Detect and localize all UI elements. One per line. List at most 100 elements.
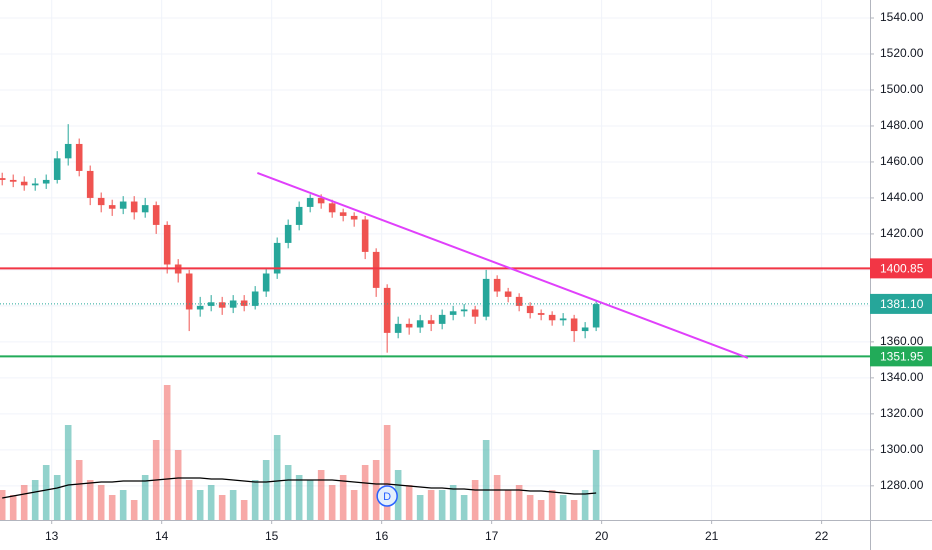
candle-body [53, 158, 61, 180]
candle-body [471, 309, 479, 317]
x-tick-label: 16 [375, 529, 389, 543]
price-badge-label: 1351.95 [880, 350, 924, 364]
volume-bar [207, 485, 215, 520]
y-tick-label: 1300.00 [880, 442, 924, 456]
y-tick-label: 1340.00 [880, 370, 924, 384]
candle-body [229, 300, 237, 308]
volume-bar [141, 475, 149, 520]
candle-body [416, 320, 424, 328]
candle-body [64, 143, 72, 159]
candle-body [97, 197, 105, 206]
volume-bar [75, 460, 83, 520]
candle-body [240, 300, 248, 306]
candle-body [405, 323, 413, 328]
volume-bar [504, 490, 512, 520]
volume-bar [86, 480, 94, 520]
volume-bar [130, 500, 138, 520]
price-badge [870, 346, 932, 367]
candle-body [372, 251, 380, 288]
volume-bar [53, 475, 61, 520]
candle-body [0, 178, 6, 180]
volume-bar [119, 490, 127, 520]
y-tick-label: 1280.00 [880, 478, 924, 492]
candle-body [537, 313, 545, 315]
volume-bar [361, 465, 369, 520]
volume-bar [559, 495, 567, 520]
y-tick-label: 1500.00 [880, 82, 924, 96]
x-tick-label: 21 [705, 529, 719, 543]
candle-body [141, 205, 149, 213]
y-tick-label: 1540.00 [880, 10, 924, 24]
candle-body [152, 205, 160, 225]
volume-bar [394, 470, 402, 520]
candle-body [86, 170, 94, 198]
candle-body [361, 219, 369, 252]
candle-body [427, 320, 435, 324]
volume-bar [108, 495, 116, 520]
candle-body [493, 278, 501, 292]
volume-bar [31, 480, 39, 520]
volume-bar [427, 490, 435, 520]
volume-bar [295, 475, 303, 520]
volume-bar [0, 490, 6, 520]
candle-body [515, 296, 523, 306]
volume-bar [526, 495, 534, 520]
volume-bar [405, 485, 413, 520]
candle-body [75, 143, 83, 171]
candle-body [42, 179, 50, 184]
candle-body [306, 197, 314, 207]
x-tick-label: 13 [45, 529, 59, 543]
y-tick-label: 1360.00 [880, 334, 924, 348]
volume-bar [97, 485, 105, 520]
volume-bar [64, 425, 72, 520]
y-tick-label: 1320.00 [880, 406, 924, 420]
candle-body [581, 327, 589, 332]
candle-body [284, 224, 292, 243]
candle-body [548, 314, 556, 321]
volume-bar [449, 485, 457, 520]
volume-bar [229, 490, 237, 520]
candle-body [339, 212, 347, 216]
annotation-marker [376, 485, 398, 507]
volume-bar [416, 495, 424, 520]
candle-body [251, 291, 259, 306]
x-tick-label: 14 [155, 529, 169, 543]
volume-bar [185, 480, 193, 520]
volume-bar [273, 435, 281, 520]
candle-body [438, 314, 446, 324]
volume-bar [592, 450, 600, 520]
volume-bar [471, 480, 479, 520]
y-tick-label: 1480.00 [880, 118, 924, 132]
candle-body [163, 224, 171, 265]
volume-bar [350, 490, 358, 520]
candle-body [526, 305, 534, 314]
candle-body [185, 273, 193, 310]
volume-bar [383, 425, 391, 520]
candle-body [262, 273, 270, 292]
candle-body [559, 318, 567, 321]
candle-body [295, 206, 303, 225]
volume-bar [9, 495, 17, 520]
volume-bar [284, 465, 292, 520]
price-badge [870, 258, 932, 279]
candle-body [482, 278, 490, 317]
volume-bar [460, 495, 468, 520]
candle-body [273, 242, 281, 274]
volume-bar [482, 440, 490, 520]
y-tick-label: 1460.00 [880, 154, 924, 168]
volume-bar [174, 450, 182, 520]
candle-body [449, 311, 457, 315]
volume-bar [493, 475, 501, 520]
volume-bar [163, 385, 171, 520]
volume-bar [240, 500, 248, 520]
volume-bar [438, 490, 446, 520]
volume-bar [20, 485, 28, 520]
candle-body [31, 183, 39, 186]
volume-bar [570, 500, 578, 520]
volume-bar [42, 465, 50, 520]
volume-bar [537, 500, 545, 520]
candle-body [317, 197, 325, 204]
candle-body [130, 201, 138, 213]
candle-body [350, 215, 358, 220]
